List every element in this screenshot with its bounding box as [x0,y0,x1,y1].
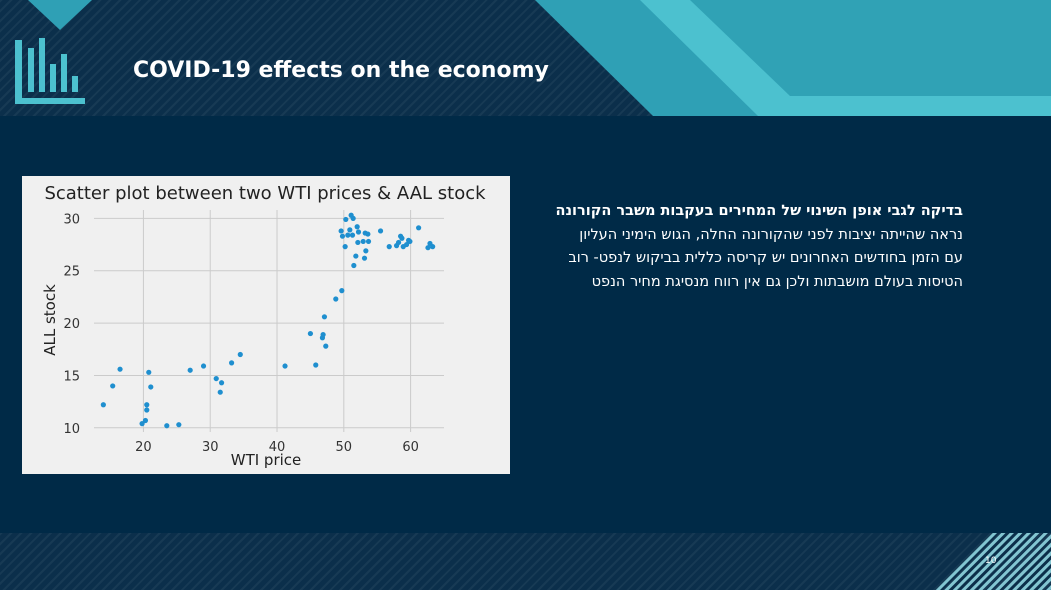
scatter-point [360,238,366,245]
scatter-point [213,375,219,382]
x-axis-label: WTI price [231,451,302,469]
scatter-point [139,421,145,427]
scatter-point [425,245,431,251]
scatter-point [342,244,348,250]
x-tick-label: 40 [269,440,286,455]
slide-body-text: בדיקה לגבי אופן השינוי של המחירים בעקבות… [530,200,963,294]
scatter-point [333,296,339,302]
scatter-point [146,369,152,375]
x-tick-label: 50 [336,440,353,455]
scatter-point [142,417,149,424]
scatter-chart: 20 30 40 50 60 10 15 20 25 30 Scatter plot betwee… [22,176,510,474]
scatter-point [399,235,405,241]
scatter-point [345,232,351,238]
footer-stripe-shape [935,533,1051,590]
slide-title: COVID-19 effects on the economy [133,58,549,83]
scatter-point [117,366,123,372]
scatter-point [353,253,359,259]
y-tick-label: 20 [63,317,80,332]
scatter-point [343,216,349,223]
scatter-point [347,227,353,233]
scatter-point [144,402,150,408]
x-tick-label: 60 [402,440,419,455]
scatter-point [361,255,368,261]
scatter-point [176,422,182,428]
scatter-point [416,225,422,231]
scatter-point [237,351,243,358]
y-tick-label: 15 [63,369,80,384]
scatter-point [351,262,357,269]
scatter-chart-svg: 20 30 40 50 60 10 15 20 25 30 Scatter plot betwee… [41,183,486,469]
y-tick-label: 10 [63,422,80,437]
scatter-point [217,389,223,395]
scatter-point [339,288,345,294]
scatter-point [430,244,436,250]
y-tick-label: 25 [63,265,80,280]
scatter-point [363,248,369,254]
scatter-point [355,239,361,246]
scatter-point [377,228,384,234]
chart-title: Scatter plot between two WTI prices & AA… [44,183,486,204]
scatter-point [386,244,392,250]
bar-chart-icon [15,38,85,104]
points-layer [100,212,436,429]
grid-layer [94,210,444,432]
scatter-point [320,332,326,338]
footer-decoration [935,533,1051,590]
body-line-2: עם הזמן בחודשים האחרונים יש קריסה כללית … [568,250,963,290]
scatter-point [282,363,288,369]
scatter-point [407,238,413,245]
header-band: COVID-19 effects on the economy [0,0,1051,116]
scatter-point [148,384,154,390]
header-teal-shape [535,0,778,116]
scatter-point [100,402,106,408]
top-left-triangle [28,0,92,30]
scatter-point [321,314,328,320]
scatter-point [144,407,150,413]
scatter-point [313,362,319,368]
y-tick-label: 30 [63,212,80,227]
scatter-point [228,360,235,366]
scatter-point [187,367,193,373]
ticks-layer: 20 30 40 50 60 10 15 20 25 30 [63,212,418,455]
body-line-1: נראה שהייתה יציבות לפני שהקורונה החלה, ה… [579,226,963,243]
scatter-point [110,383,116,389]
scatter-point [403,241,410,248]
scatter-point [200,363,207,369]
scatter-point [350,215,356,221]
y-axis-label: ALL stock [41,284,59,356]
page-number: 10 [985,556,997,566]
body-heading: בדיקה לגבי אופן השינוי של המחירים בעקבות… [555,203,963,219]
scatter-point [339,233,346,239]
scatter-point [164,423,170,429]
scatter-point [349,232,356,238]
scatter-point [354,224,360,230]
scatter-point [355,229,362,235]
x-tick-label: 30 [202,440,219,455]
scatter-point [365,238,372,245]
header-decoration [28,0,1051,116]
x-tick-label: 20 [135,440,152,455]
scatter-point [218,380,225,386]
scatter-point [395,239,402,246]
scatter-point [365,231,371,237]
scatter-point [307,330,314,337]
scatter-point [323,343,329,349]
footer-band [0,533,1051,590]
scatter-point [338,228,344,234]
header-deep-teal-shape [690,0,1051,96]
